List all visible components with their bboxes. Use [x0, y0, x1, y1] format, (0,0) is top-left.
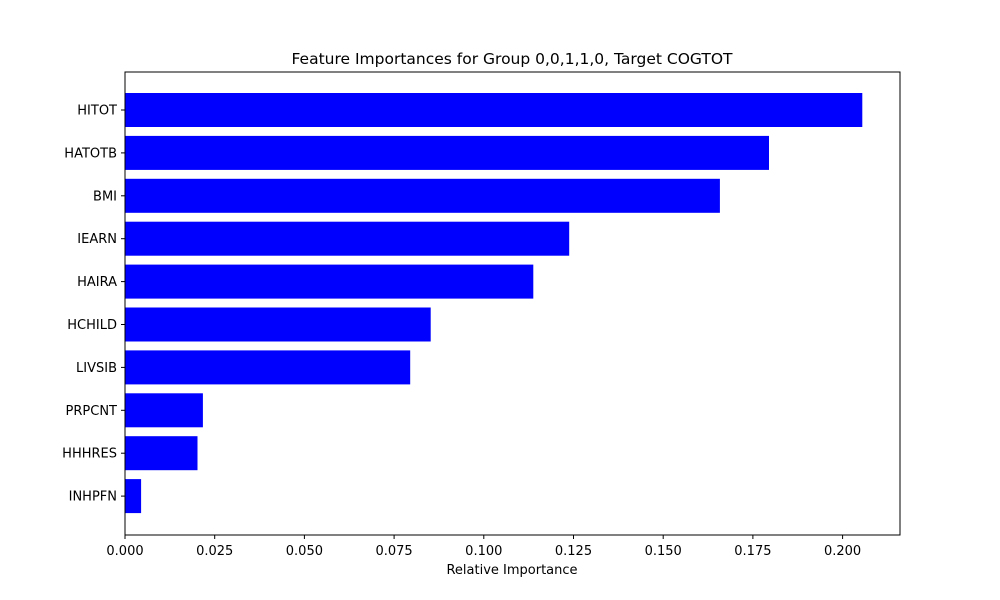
bar-haira [125, 264, 534, 299]
y-tick-label: INHPFN [69, 490, 117, 505]
x-axis-label: Relative Importance [446, 563, 577, 578]
y-tick-label: LIVSIB [76, 361, 117, 376]
x-axis-ticks: 0.000 0.025 0.050 0.075 0.100 0.125 0.150 0.175… [106, 535, 861, 559]
x-tick-label: 0.175 [734, 544, 771, 559]
y-tick-label: BMI [93, 189, 117, 204]
bar-inhpfn [125, 479, 142, 514]
bars-group [125, 93, 863, 514]
x-tick-label: 0.025 [196, 544, 233, 559]
x-tick-label: 0.200 [824, 544, 861, 559]
y-axis-ticks: HITOT HATOTB BMI IEARN HAIRA HCHILD LIVSIB PRPC… [62, 104, 125, 505]
x-tick-label: 0.100 [465, 544, 502, 559]
bar-hhhres [125, 436, 198, 471]
bar-hitot [125, 93, 863, 127]
bar-bmi [125, 178, 720, 213]
bar-iearn [125, 221, 570, 256]
x-tick-label: 0.075 [375, 544, 412, 559]
x-tick-label: 0.000 [106, 544, 143, 559]
chart-title: Feature Importances for Group 0,0,1,1,0,… [291, 50, 733, 68]
y-tick-label: HITOT [77, 104, 117, 119]
x-tick-label: 0.050 [286, 544, 323, 559]
bar-livsib [125, 350, 411, 385]
x-tick-label: 0.125 [555, 544, 592, 559]
bar-hchild [125, 307, 431, 342]
y-tick-label: HCHILD [67, 318, 117, 333]
y-tick-label: HAIRA [77, 275, 117, 290]
plot-frame [124, 71, 901, 536]
bar-prpcnt [125, 393, 203, 428]
y-tick-label: HHHRES [62, 447, 117, 462]
y-tick-label: PRPCNT [66, 404, 118, 419]
bar-hatotb [125, 135, 769, 170]
y-tick-label: IEARN [77, 232, 117, 247]
x-tick-label: 0.150 [645, 544, 682, 559]
y-tick-label: HATOTB [64, 146, 117, 161]
